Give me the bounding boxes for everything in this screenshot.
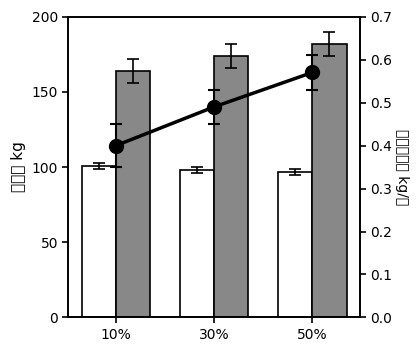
Bar	[278, 172, 312, 317]
Y-axis label: 日増体量， kg/日: 日増体量， kg/日	[395, 129, 409, 205]
Bar	[82, 166, 116, 317]
Bar	[180, 170, 214, 317]
Bar	[214, 56, 249, 317]
Bar	[312, 44, 346, 317]
Y-axis label: 体重， kg: 体重， kg	[11, 142, 26, 192]
Bar	[116, 71, 150, 317]
